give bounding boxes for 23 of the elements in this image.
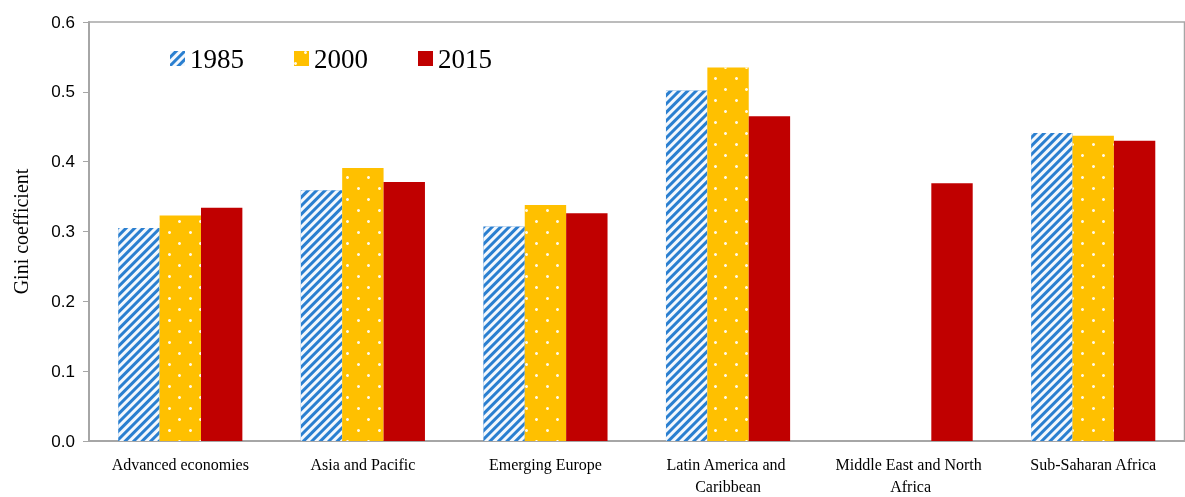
- legend-label: 2015: [438, 43, 492, 74]
- x-tick-label: Sub-Saharan Africa: [1030, 455, 1157, 473]
- y-tick-label: 0.0: [51, 431, 75, 451]
- x-tick-label: Asia and Pacific: [310, 455, 416, 473]
- bar: [200, 207, 243, 441]
- bar: [1113, 140, 1156, 441]
- bar: [748, 116, 791, 441]
- y-tick-label: 0.2: [51, 291, 75, 311]
- bar: [931, 183, 973, 441]
- y-tick-label: 0.3: [51, 222, 75, 241]
- y-tick-label: 0.1: [51, 361, 75, 381]
- y-axis-title: Gini coefficient: [10, 168, 32, 295]
- x-tick-label: Emerging Europe: [488, 455, 602, 474]
- bar: [383, 181, 425, 441]
- x-tick-label: Advanced economies: [111, 455, 249, 473]
- x-tick-label: Latin America and Caribbean: [666, 455, 790, 495]
- legend-label: 1985: [190, 43, 244, 74]
- legend-label: 2000: [314, 43, 368, 74]
- bar: [566, 213, 608, 441]
- y-tick-label: 0.6: [51, 12, 75, 32]
- x-tick-label: Middle East and North Africa: [835, 455, 986, 495]
- y-tick-label: 0.5: [51, 82, 75, 102]
- y-tick-label: 0.4: [51, 152, 75, 172]
